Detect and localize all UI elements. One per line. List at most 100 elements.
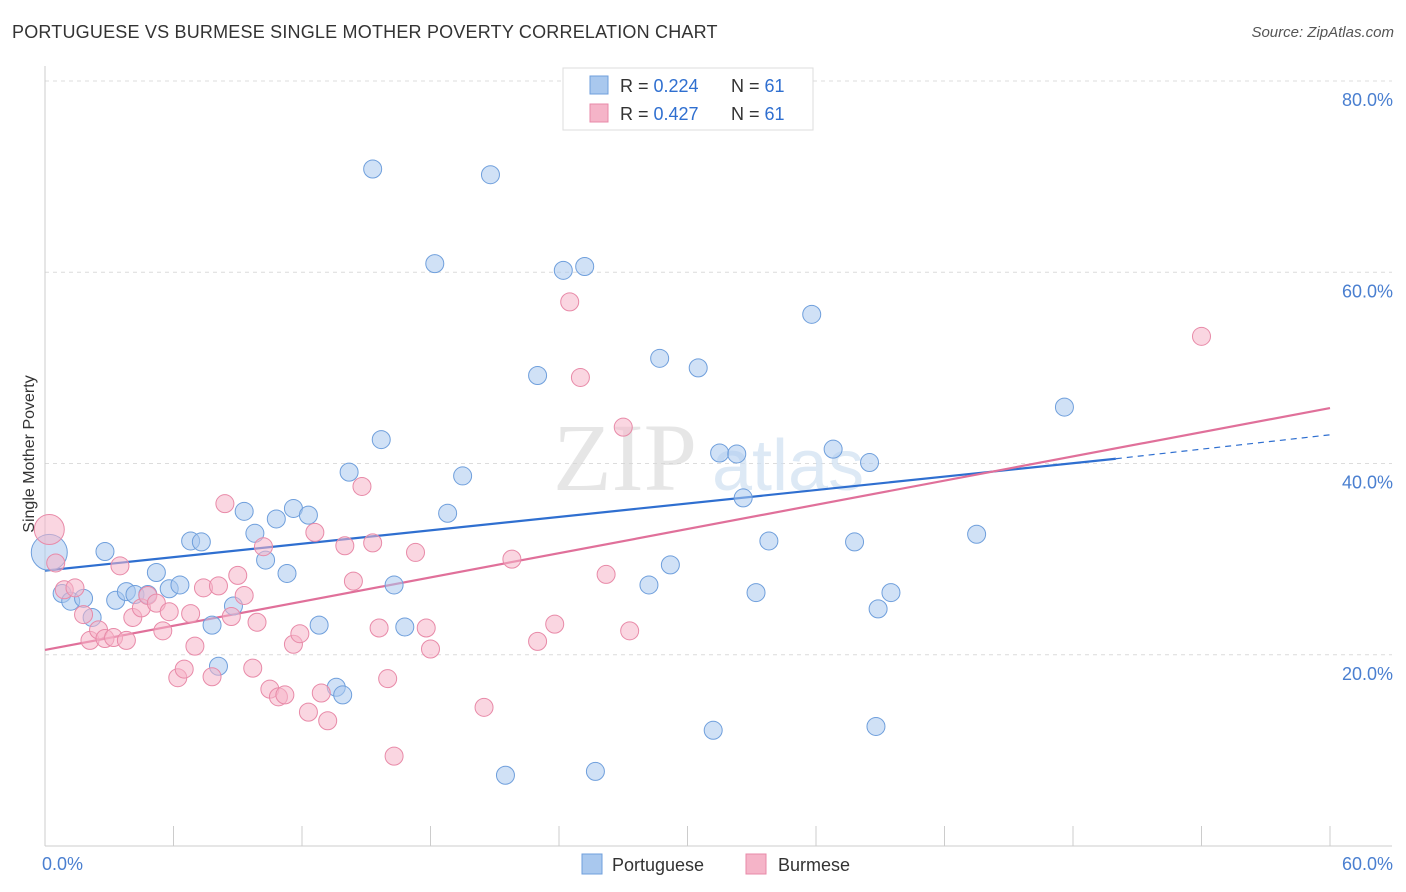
legend-r-label: R = [620,104,654,124]
point-portuguese [480,165,500,185]
point-portuguese [727,444,747,464]
tick-labels: 20.0% 40.0% 60.0% 80.0% 0.0% 60.0% [42,90,1393,874]
point-burmese [620,621,640,641]
point-burmese [416,618,436,638]
point-portuguese [759,531,779,551]
point-burmese [363,533,383,553]
point-burmese [570,367,590,387]
legend-n-label: N = [731,104,765,124]
point-burmese [116,630,136,650]
chart-title: PORTUGUESE VS BURMESE SINGLE MOTHER POVE… [12,22,718,42]
y-tick-label: 60.0% [1342,281,1393,301]
point-portuguese [371,430,391,450]
point-portuguese [553,260,573,280]
point-burmese [528,631,548,651]
point-portuguese [298,505,318,525]
point-burmese [1192,326,1211,346]
point-portuguese [733,488,753,508]
point-portuguese [845,532,865,552]
point-portuguese [234,501,254,521]
point-burmese [46,553,66,573]
legend-r-label: R = [620,76,654,96]
svg-text:N = 61: N = 61 [731,104,785,124]
chart-source: Source: ZipAtlas.com [1251,24,1394,41]
point-portuguese [95,541,115,561]
point-portuguese [384,575,404,595]
point-portuguese [746,583,766,603]
point-burmese [596,564,616,584]
point-burmese [421,639,440,659]
point-burmese [159,602,179,622]
bottom-legend-swatch-portuguese [581,853,603,875]
point-portuguese [650,348,670,368]
svg-text:R = 0.427: R = 0.427 [620,104,699,124]
point-portuguese [710,443,730,463]
point-portuguese [528,366,548,386]
point-burmese [335,536,355,556]
point-portuguese [245,523,265,543]
point-portuguese [660,555,680,575]
point-burmese [290,624,310,644]
axes [44,66,1392,847]
point-portuguese [333,685,353,705]
point-portuguese [438,503,458,523]
point-portuguese [170,575,190,595]
bottom-legend-burmese: Burmese [778,855,850,875]
svg-text:N = 61: N = 61 [731,76,785,96]
point-burmese [215,494,235,514]
x-tick-label: 0.0% [42,854,83,874]
point-burmese [305,522,325,542]
data-points [30,159,1211,785]
point-burmese [545,614,565,634]
point-burmese [247,612,267,632]
trend-line-portuguese [44,457,1116,572]
y-tick-label: 80.0% [1342,90,1393,110]
point-portuguese [202,615,222,635]
point-burmese [208,576,228,596]
point-portuguese [277,563,297,583]
point-burmese [74,605,94,625]
legend-swatch-portuguese [589,75,609,95]
point-portuguese [453,466,473,486]
point-burmese [560,292,580,312]
legend-n-value: 61 [765,76,785,96]
trend-line-burmese [44,406,1331,652]
point-portuguese [266,509,286,529]
point-portuguese [363,159,383,179]
bottom-legend-swatch-burmese [745,853,767,875]
point-portuguese [703,720,723,740]
trend-extension-portuguese [1115,434,1331,460]
point-portuguese [866,716,886,736]
point-burmese [181,604,201,624]
point-portuguese [339,462,359,482]
point-portuguese [688,358,708,378]
svg-text:R = 0.224: R = 0.224 [620,76,699,96]
point-burmese [613,417,633,437]
point-burmese [311,683,331,703]
point-portuguese [146,563,166,583]
legend-n-label: N = [731,76,765,96]
point-burmese [174,659,194,679]
point-portuguese [868,599,888,619]
point-burmese [228,565,248,585]
point-portuguese [575,257,595,277]
point-burmese [153,621,173,641]
point-portuguese [425,254,445,274]
point-portuguese [191,532,211,552]
point-burmese [318,711,338,731]
point-burmese [384,746,404,766]
point-burmese [378,669,398,689]
point-portuguese [309,615,329,635]
stats-legend: R = 0.224 N = 61 R = 0.427 N = 61 [562,67,814,131]
grid-lines [45,80,1392,656]
series-legend: Portuguese Burmese [581,853,850,875]
point-burmese [406,542,426,562]
point-burmese [243,658,263,678]
point-portuguese [639,575,659,595]
point-burmese [298,702,318,722]
point-burmese [202,667,222,687]
point-burmese [343,571,363,591]
point-burmese [275,685,295,705]
legend-r-value: 0.224 [654,76,699,96]
